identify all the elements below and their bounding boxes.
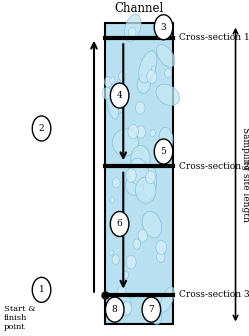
Text: Start &
finish
point: Start & finish point: [4, 305, 35, 331]
Circle shape: [112, 255, 119, 264]
Ellipse shape: [137, 75, 150, 93]
Circle shape: [157, 251, 165, 262]
Ellipse shape: [150, 306, 162, 324]
Ellipse shape: [112, 295, 131, 315]
Text: 8: 8: [112, 305, 118, 314]
Circle shape: [154, 139, 173, 164]
Ellipse shape: [160, 287, 174, 312]
Circle shape: [156, 240, 167, 255]
Circle shape: [128, 124, 138, 139]
Ellipse shape: [156, 84, 180, 106]
Circle shape: [113, 177, 120, 188]
Circle shape: [150, 129, 155, 137]
Circle shape: [32, 277, 51, 302]
Circle shape: [142, 297, 161, 322]
Text: Channel: Channel: [115, 2, 164, 15]
Circle shape: [165, 158, 170, 164]
Circle shape: [151, 66, 156, 72]
Circle shape: [135, 102, 145, 115]
Circle shape: [121, 302, 131, 316]
Text: 5: 5: [161, 147, 167, 156]
Ellipse shape: [125, 174, 143, 195]
Circle shape: [126, 169, 136, 182]
Ellipse shape: [159, 127, 173, 150]
Circle shape: [32, 116, 51, 141]
Text: Cross-section 1: Cross-section 1: [179, 34, 249, 42]
Circle shape: [154, 15, 173, 40]
Circle shape: [122, 301, 132, 315]
Text: Cross-section 3: Cross-section 3: [179, 290, 249, 299]
Circle shape: [110, 83, 129, 108]
Circle shape: [123, 271, 128, 279]
Ellipse shape: [142, 211, 162, 238]
Circle shape: [110, 77, 115, 84]
Ellipse shape: [107, 91, 119, 119]
Ellipse shape: [135, 177, 156, 203]
Circle shape: [136, 126, 145, 138]
Circle shape: [133, 239, 141, 249]
Ellipse shape: [124, 14, 141, 41]
Ellipse shape: [143, 166, 157, 199]
Circle shape: [110, 211, 129, 237]
Circle shape: [126, 255, 136, 269]
Circle shape: [106, 297, 124, 322]
Circle shape: [118, 286, 126, 297]
Circle shape: [128, 28, 136, 38]
Text: 3: 3: [161, 23, 166, 32]
Ellipse shape: [109, 92, 125, 114]
Circle shape: [102, 87, 111, 99]
Circle shape: [163, 155, 168, 162]
Ellipse shape: [129, 158, 148, 185]
Circle shape: [152, 35, 156, 40]
Ellipse shape: [131, 145, 150, 171]
Text: 7: 7: [148, 305, 154, 314]
Bar: [105, 23, 173, 325]
Text: 6: 6: [117, 219, 123, 228]
Circle shape: [104, 77, 112, 87]
Text: 2: 2: [39, 124, 44, 133]
Ellipse shape: [112, 129, 138, 156]
Circle shape: [119, 72, 126, 81]
Text: 1: 1: [39, 285, 44, 294]
Circle shape: [165, 69, 172, 78]
Circle shape: [110, 197, 115, 203]
Text: 4: 4: [117, 91, 123, 100]
Circle shape: [138, 229, 147, 242]
Circle shape: [147, 70, 157, 83]
Circle shape: [146, 171, 155, 184]
Text: Cross-section 2: Cross-section 2: [179, 162, 249, 171]
Ellipse shape: [157, 44, 175, 67]
Ellipse shape: [139, 51, 157, 83]
Text: Sampling site length: Sampling site length: [241, 127, 249, 222]
Circle shape: [109, 250, 113, 255]
